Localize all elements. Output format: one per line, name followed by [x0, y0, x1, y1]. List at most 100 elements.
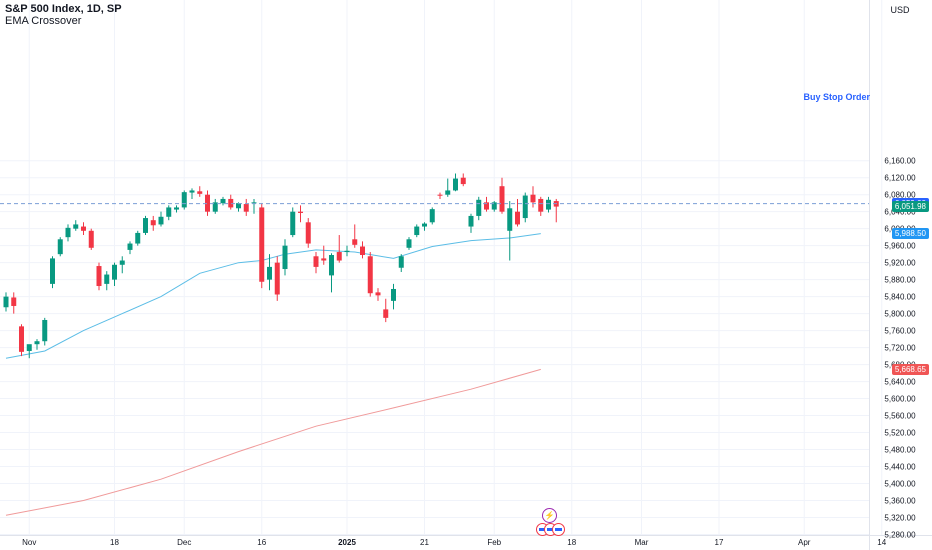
candle-body	[181, 192, 187, 208]
y-tick-label: 5,880.00	[884, 276, 916, 285]
candle-body	[515, 211, 520, 225]
candle-body	[236, 203, 241, 209]
y-tick-label: 5,560.00	[884, 412, 916, 421]
candle-body	[197, 191, 203, 194]
candle-body	[305, 222, 311, 244]
candle-body	[360, 246, 365, 256]
candle-body	[166, 207, 172, 217]
candle-body	[243, 204, 249, 212]
y-tick-label: 5,360.00	[884, 496, 916, 505]
candle-body	[445, 190, 451, 195]
buy-stop-order-label[interactable]: Buy Stop Order	[803, 92, 870, 102]
candle-body	[57, 239, 63, 255]
x-tick-label: 21	[420, 538, 429, 547]
candle-body	[499, 186, 505, 212]
x-tick-label: 18	[110, 538, 119, 547]
y-tick-label: 5,400.00	[884, 479, 916, 488]
candle-body	[267, 266, 272, 280]
candle-body	[546, 199, 551, 210]
candle-body	[329, 255, 334, 276]
candle-body	[414, 226, 420, 236]
candle-body	[484, 202, 489, 210]
y-tick-label: 6,120.00	[884, 174, 916, 183]
candle-body	[429, 209, 435, 223]
candle-body	[19, 326, 24, 352]
y-tick-label: 5,800.00	[884, 310, 916, 319]
candle-body	[367, 256, 373, 294]
candle-body	[112, 264, 117, 280]
candle-body	[127, 243, 133, 250]
y-tick-label: 5,640.00	[884, 378, 916, 387]
y-tick-label: 5,960.00	[884, 242, 916, 251]
candle-body	[143, 218, 148, 233]
candle-body	[251, 202, 257, 204]
candle-body	[321, 258, 327, 261]
candle-body	[375, 292, 381, 296]
y-tick-label: 5,760.00	[884, 327, 916, 336]
candle-body	[460, 177, 466, 185]
candle-body	[11, 297, 17, 306]
candle-body	[50, 258, 55, 284]
candle-body	[398, 256, 404, 268]
x-tick-label: Dec	[177, 538, 191, 547]
y-tick-label: 6,040.00	[884, 208, 916, 217]
candle-body	[530, 194, 536, 203]
y-tick-label: 5,920.00	[884, 259, 916, 268]
candle-body	[212, 202, 218, 212]
candle-body	[422, 223, 427, 227]
candle-body	[453, 178, 458, 191]
lightning-icon[interactable]: ⚡	[542, 508, 557, 523]
candle-body	[476, 199, 482, 216]
y-tick-label: 5,480.00	[884, 446, 916, 455]
us-flag-icon[interactable]	[552, 523, 565, 536]
candle-body	[282, 245, 288, 270]
candle-body	[135, 232, 141, 244]
ema-slow-price-label: 5,668.65	[891, 363, 929, 375]
candle-body	[96, 266, 102, 287]
candle-body	[344, 250, 350, 253]
indicator-label[interactable]: EMA Crossover	[5, 15, 82, 27]
candle-body	[274, 262, 280, 295]
symbol-title[interactable]: S&P 500 Index, 1D, SP	[5, 3, 122, 15]
candle-body	[352, 239, 358, 245]
x-tick-label: 17	[715, 538, 724, 547]
candle-body	[437, 194, 443, 196]
y-tick-label: 5,280.00	[884, 530, 916, 539]
y-tick-label: 5,720.00	[884, 344, 916, 353]
candle-body	[228, 198, 234, 208]
x-tick-label: Nov	[22, 538, 36, 547]
candle-body	[3, 296, 9, 308]
candle-body	[538, 198, 544, 212]
x-tick-label: Mar	[635, 538, 649, 547]
candle-body	[391, 288, 396, 301]
candle-body	[150, 220, 156, 226]
candle-body	[65, 227, 71, 238]
x-tick-label: Feb	[487, 538, 501, 547]
candle-body	[507, 208, 513, 231]
candle-body	[491, 202, 497, 210]
ema-slow-line	[5, 368, 541, 516]
currency-selector[interactable]: USD	[890, 5, 910, 15]
ema-fast-price-label: 5,988.50	[891, 228, 929, 240]
x-tick-label: 14	[877, 538, 886, 547]
candle-body	[26, 344, 32, 351]
y-tick-label: 5,520.00	[884, 429, 916, 438]
x-tick-label: 18	[567, 538, 576, 547]
candle-body	[298, 211, 303, 213]
candle-body	[81, 226, 86, 231]
candle-body	[205, 194, 210, 212]
candle-body	[42, 319, 48, 342]
candle-body	[88, 230, 94, 248]
y-tick-label: 6,160.00	[884, 157, 916, 166]
event-markers: ⚡	[536, 508, 568, 536]
candle-body	[158, 216, 164, 225]
candle-body	[468, 215, 474, 227]
candle-body	[290, 211, 296, 236]
candle-body	[104, 274, 110, 284]
candle-body	[174, 207, 179, 210]
x-tick-label: Apr	[798, 538, 811, 547]
x-tick-label: 2025	[338, 538, 356, 547]
candle-body	[313, 256, 319, 267]
y-tick-label: 5,600.00	[884, 395, 916, 404]
